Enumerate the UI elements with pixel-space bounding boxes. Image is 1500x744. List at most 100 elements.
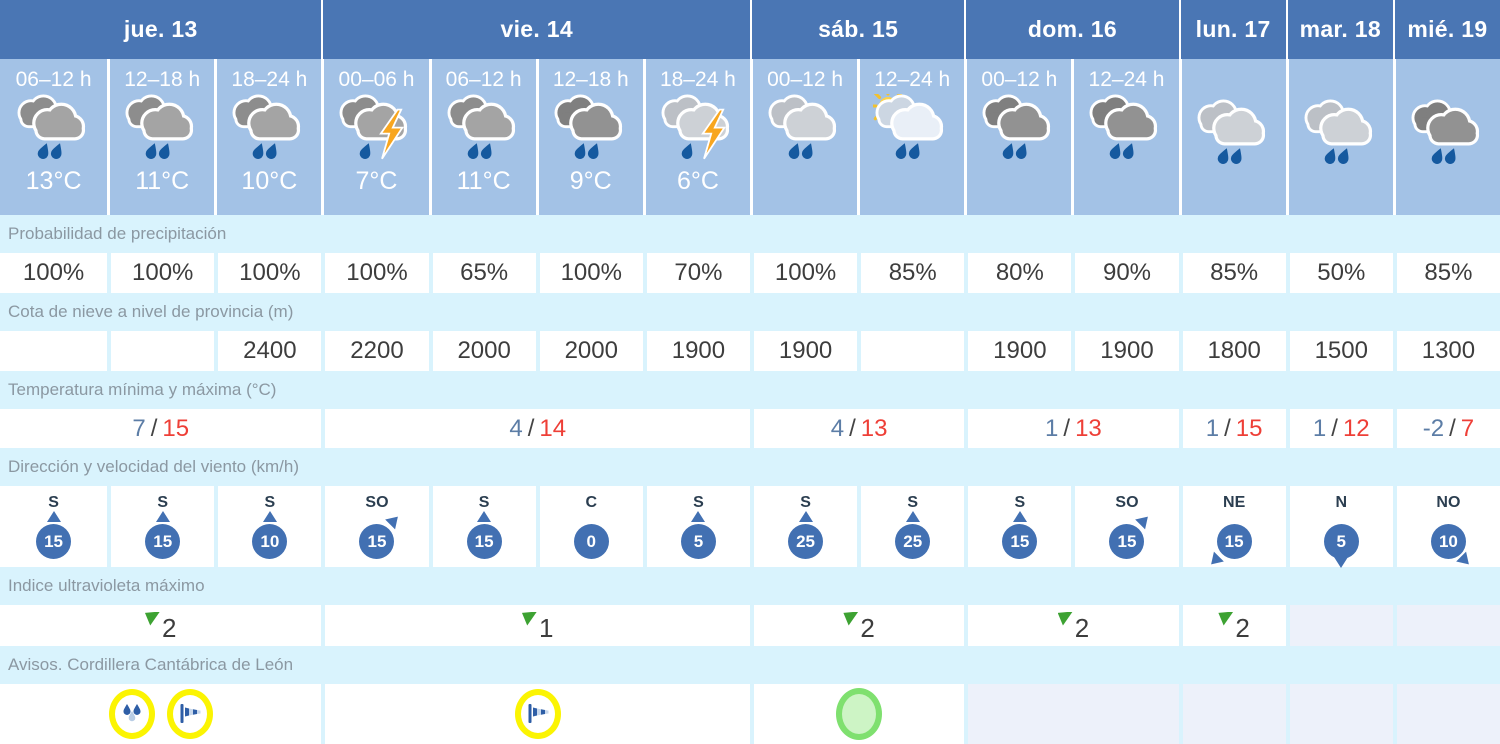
period-time-label: 18–24 h (659, 68, 736, 91)
wind-direction-label: S (478, 494, 490, 511)
period-time-label: 18–24 h (231, 68, 308, 91)
uv-indicator: 2 (1057, 611, 1089, 641)
wind-speed-badge: 15 (145, 524, 181, 559)
wind-arrow-icon (477, 511, 492, 522)
snow-level-cell: 1300 (1392, 331, 1500, 371)
rain-icon (230, 94, 308, 171)
snow-level-cell: 1900 (964, 331, 1072, 371)
wind-indicator: 25 (861, 511, 964, 564)
period-cell (1178, 59, 1286, 215)
rain-icon (1302, 98, 1380, 176)
uv-flag-icon (144, 611, 160, 626)
period-temperature: 9°C (569, 167, 612, 195)
precip-value-cell-text: 90% (1102, 259, 1152, 286)
wind-speed-badge: 15 (1216, 524, 1252, 559)
rain-icon (1409, 98, 1487, 176)
wind-arrow-icon (155, 511, 170, 522)
period-cell: 12–24 h (857, 59, 965, 215)
wind-indicator: 15 (325, 511, 428, 564)
temp-max-value: 12 (1342, 414, 1370, 442)
temp-minmax-cell: 1/15 (1178, 409, 1286, 448)
period-time-label: 00–12 h (767, 68, 844, 91)
precipitation-row: 100% 100% 100% 100% 65% 100% 70% 100% 85% 80% 90% 8… (0, 253, 1500, 293)
period-cell: 06–12 h 11°C (428, 59, 536, 215)
day-header-label: mar. 18 (1299, 16, 1381, 42)
wind-indicator: 25 (754, 511, 857, 564)
wind-arrow-icon (1334, 557, 1349, 568)
no-warning-icon (836, 688, 883, 740)
precip-value-cell-text: 85% (888, 259, 937, 286)
precip-value-cell-text: 100% (239, 259, 301, 286)
uv-value: 2 (1235, 612, 1250, 643)
wind-direction-label: N (1335, 494, 1348, 511)
period-temperature: 11°C (135, 167, 190, 195)
snow-level-cell-text: 1800 (1207, 337, 1261, 364)
warning-cell (1178, 684, 1286, 744)
period-cell: 00–12 h (750, 59, 858, 215)
wind-indicator: 15 (111, 511, 214, 564)
warning-cell (1392, 684, 1500, 744)
day-header-label: dom. 16 (1027, 16, 1117, 42)
wind-speed-badge: 15 (36, 524, 72, 559)
day-header: sáb. 15 (750, 0, 965, 59)
period-cell (1285, 59, 1393, 215)
snow-level-cell (107, 331, 215, 371)
wind-speed-badge: 5 (1323, 524, 1359, 559)
snow-level-cell: 2000 (535, 331, 643, 371)
row-label-wind: Dirección y velocidad del viento (km/h) (0, 448, 1500, 486)
wind-cell: SO 15 (321, 486, 429, 567)
precip-value-cell: 100% (0, 253, 108, 293)
wind-indicator: 10 (1397, 512, 1500, 570)
wind-speed-badge: 15 (359, 524, 395, 559)
wind-cell: SO 15 (1071, 486, 1179, 567)
uv-cell: 2 (1178, 605, 1286, 646)
wind-cell: S 15 (107, 486, 215, 567)
day-header-label: sáb. 15 (818, 16, 899, 42)
day-header: jue. 13 (0, 0, 322, 59)
warning-cell (750, 684, 965, 744)
temp-max-value: 15 (162, 414, 190, 442)
day-header: lun. 17 (1178, 0, 1286, 59)
day-header-row: jue. 13 vie. 14 sáb. 15 dom. 16 lun. 17 mar. … (0, 0, 1500, 59)
wind-direction-label: S (264, 494, 276, 511)
wind-direction-label: SO (365, 494, 389, 511)
rain-icon (552, 94, 630, 171)
wind-arrow-icon (798, 511, 813, 522)
period-temperature: 11°C (456, 167, 511, 195)
rain-icon (445, 94, 523, 171)
wind-arrow-icon (905, 511, 920, 522)
wind-cell: S 15 (964, 486, 1072, 567)
temp-minmax-cell: 7/15 (0, 409, 322, 448)
snow-level-cell: 1900 (750, 331, 858, 371)
wind-cell: S 15 (0, 486, 108, 567)
wind-speed-badge: 25 (895, 524, 931, 559)
precip-value-cell-text: 100% (132, 259, 194, 286)
wind-speed-badge: 25 (788, 524, 824, 559)
snow-level-cell (857, 331, 965, 371)
wind-indicator: 15 (968, 511, 1071, 564)
wind-warning-icon (166, 689, 213, 739)
snow-level-cell-text: 2000 (457, 337, 511, 364)
uv-cell (1285, 605, 1393, 646)
wind-direction-label: S (48, 494, 59, 511)
wind-speed-badge: 15 (1002, 524, 1038, 559)
period-cell: 00–06 h 7°C (321, 59, 429, 215)
period-time-label: 12–18 h (124, 68, 201, 91)
day-header: dom. 16 (964, 0, 1179, 59)
day-header-label: vie. 14 (500, 16, 573, 42)
day-header-label: mié. 19 (1407, 16, 1488, 42)
rain-icon (123, 94, 201, 171)
period-cell (1392, 59, 1500, 215)
wind-indicator: 15 (1075, 511, 1178, 564)
temp-min-value: 1 (1205, 414, 1220, 442)
snow-level-cell: 2000 (428, 331, 536, 371)
row-label-warnings: Avisos. Cordillera Cantábrica de León (0, 646, 1500, 684)
wind-direction-label: NO (1436, 494, 1461, 511)
uv-cell (1392, 605, 1500, 646)
uv-flag-icon (1218, 611, 1234, 626)
period-time-label: 12–24 h (1088, 68, 1165, 91)
precip-value-cell: 85% (857, 253, 965, 293)
temp-max-value: 13 (1075, 414, 1102, 442)
